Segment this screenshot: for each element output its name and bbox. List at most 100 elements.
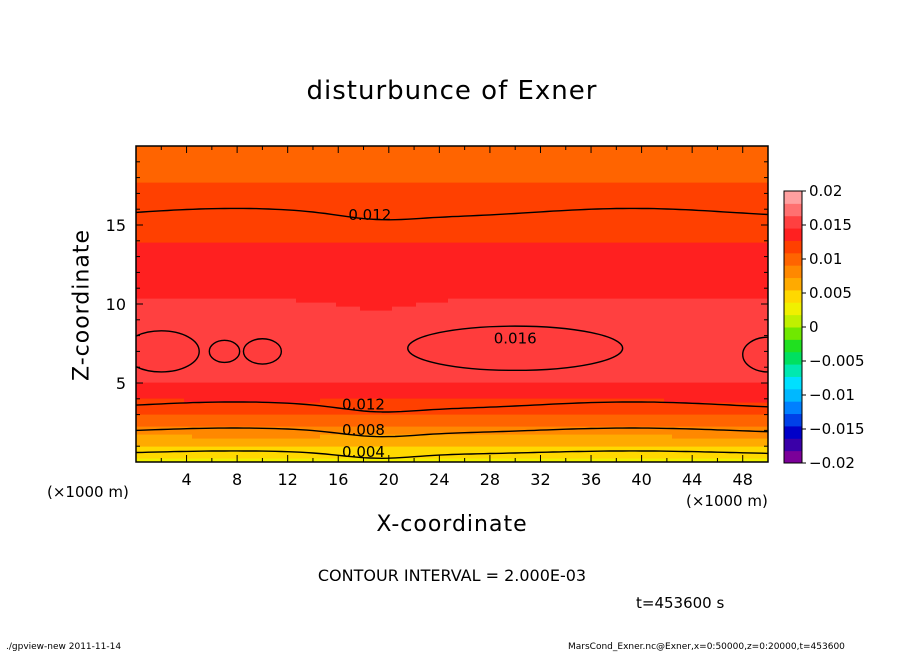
- field-cell: [216, 450, 225, 455]
- field-cell: [312, 230, 321, 235]
- field-cell: [592, 214, 601, 219]
- field-cell: [200, 358, 209, 363]
- field-cell: [576, 150, 585, 155]
- field-cell: [456, 158, 465, 163]
- field-cell: [256, 414, 265, 419]
- field-cell: [352, 350, 361, 355]
- field-cell: [376, 214, 385, 219]
- field-cell: [416, 310, 425, 315]
- field-cell: [344, 210, 353, 215]
- field-cell: [248, 410, 257, 415]
- field-cell: [568, 158, 577, 163]
- field-cell: [544, 410, 553, 415]
- field-cell: [376, 170, 385, 175]
- field-cell: [624, 446, 633, 451]
- field-cell: [432, 430, 441, 435]
- field-cell: [528, 418, 537, 423]
- field-cell: [488, 274, 497, 279]
- field-cell: [368, 226, 377, 231]
- field-cell: [464, 298, 473, 303]
- field-cell: [352, 298, 361, 303]
- field-cell: [288, 234, 297, 239]
- field-cell: [328, 406, 337, 411]
- field-cell: [256, 150, 265, 155]
- field-cell: [560, 162, 569, 167]
- field-cell: [376, 298, 385, 303]
- field-cell: [520, 378, 529, 383]
- field-cell: [496, 434, 505, 439]
- field-cell: [384, 406, 393, 411]
- field-cell: [328, 454, 337, 459]
- field-cell: [616, 234, 625, 239]
- field-cell: [288, 150, 297, 155]
- field-cell: [256, 386, 265, 391]
- field-cell: [224, 330, 233, 335]
- field-cell: [240, 270, 249, 275]
- field-cell: [528, 294, 537, 299]
- field-cell: [320, 414, 329, 419]
- field-cell: [280, 418, 289, 423]
- field-cell: [264, 374, 273, 379]
- field-cell: [232, 258, 241, 263]
- field-cell: [224, 282, 233, 287]
- field-cell: [200, 346, 209, 351]
- field-cell: [360, 286, 369, 291]
- field-cell: [504, 278, 513, 283]
- field-cell: [376, 318, 385, 323]
- field-cell: [352, 410, 361, 415]
- field-cell: [408, 146, 417, 151]
- field-cell: [392, 406, 401, 411]
- field-cell: [616, 274, 625, 279]
- field-cell: [208, 214, 217, 219]
- field-cell: [208, 362, 217, 367]
- field-cell: [272, 182, 281, 187]
- field-cell: [488, 406, 497, 411]
- field-cell: [240, 414, 249, 419]
- field-cell: [400, 398, 409, 403]
- field-cell: [544, 314, 553, 319]
- field-cell: [552, 226, 561, 231]
- field-cell: [368, 430, 377, 435]
- field-cell: [496, 390, 505, 395]
- field-cell: [432, 182, 441, 187]
- field-cell: [640, 394, 649, 399]
- field-cell: [232, 174, 241, 179]
- field-cell: [472, 282, 481, 287]
- field-cell: [624, 330, 633, 335]
- field-cell: [320, 218, 329, 223]
- field-cell: [640, 414, 649, 419]
- field-cell: [456, 366, 465, 371]
- field-cell: [216, 202, 225, 207]
- field-cell: [496, 234, 505, 239]
- field-cell: [528, 446, 537, 451]
- field-cell: [176, 274, 185, 279]
- field-cell: [488, 170, 497, 175]
- field-cell: [280, 246, 289, 251]
- field-cell: [256, 262, 265, 267]
- field-cell: [616, 246, 625, 251]
- field-cell: [248, 202, 257, 207]
- field-cell: [312, 270, 321, 275]
- field-cell: [472, 446, 481, 451]
- field-cell: [520, 294, 529, 299]
- field-cell: [296, 334, 305, 339]
- field-cell: [408, 226, 417, 231]
- field-cell: [544, 246, 553, 251]
- field-cell: [168, 206, 177, 211]
- field-cell: [216, 270, 225, 275]
- field-cell: [408, 430, 417, 435]
- field-cell: [600, 246, 609, 251]
- field-cell: [160, 382, 169, 387]
- field-cell: [504, 410, 513, 415]
- field-cell: [584, 266, 593, 271]
- field-cell: [440, 170, 449, 175]
- field-cell: [472, 222, 481, 227]
- field-cell: [240, 154, 249, 159]
- field-cell: [304, 438, 313, 443]
- field-cell: [304, 358, 313, 363]
- field-cell: [584, 290, 593, 295]
- field-cell: [248, 306, 257, 311]
- field-cell: [344, 186, 353, 191]
- field-cell: [568, 234, 577, 239]
- field-cell: [472, 418, 481, 423]
